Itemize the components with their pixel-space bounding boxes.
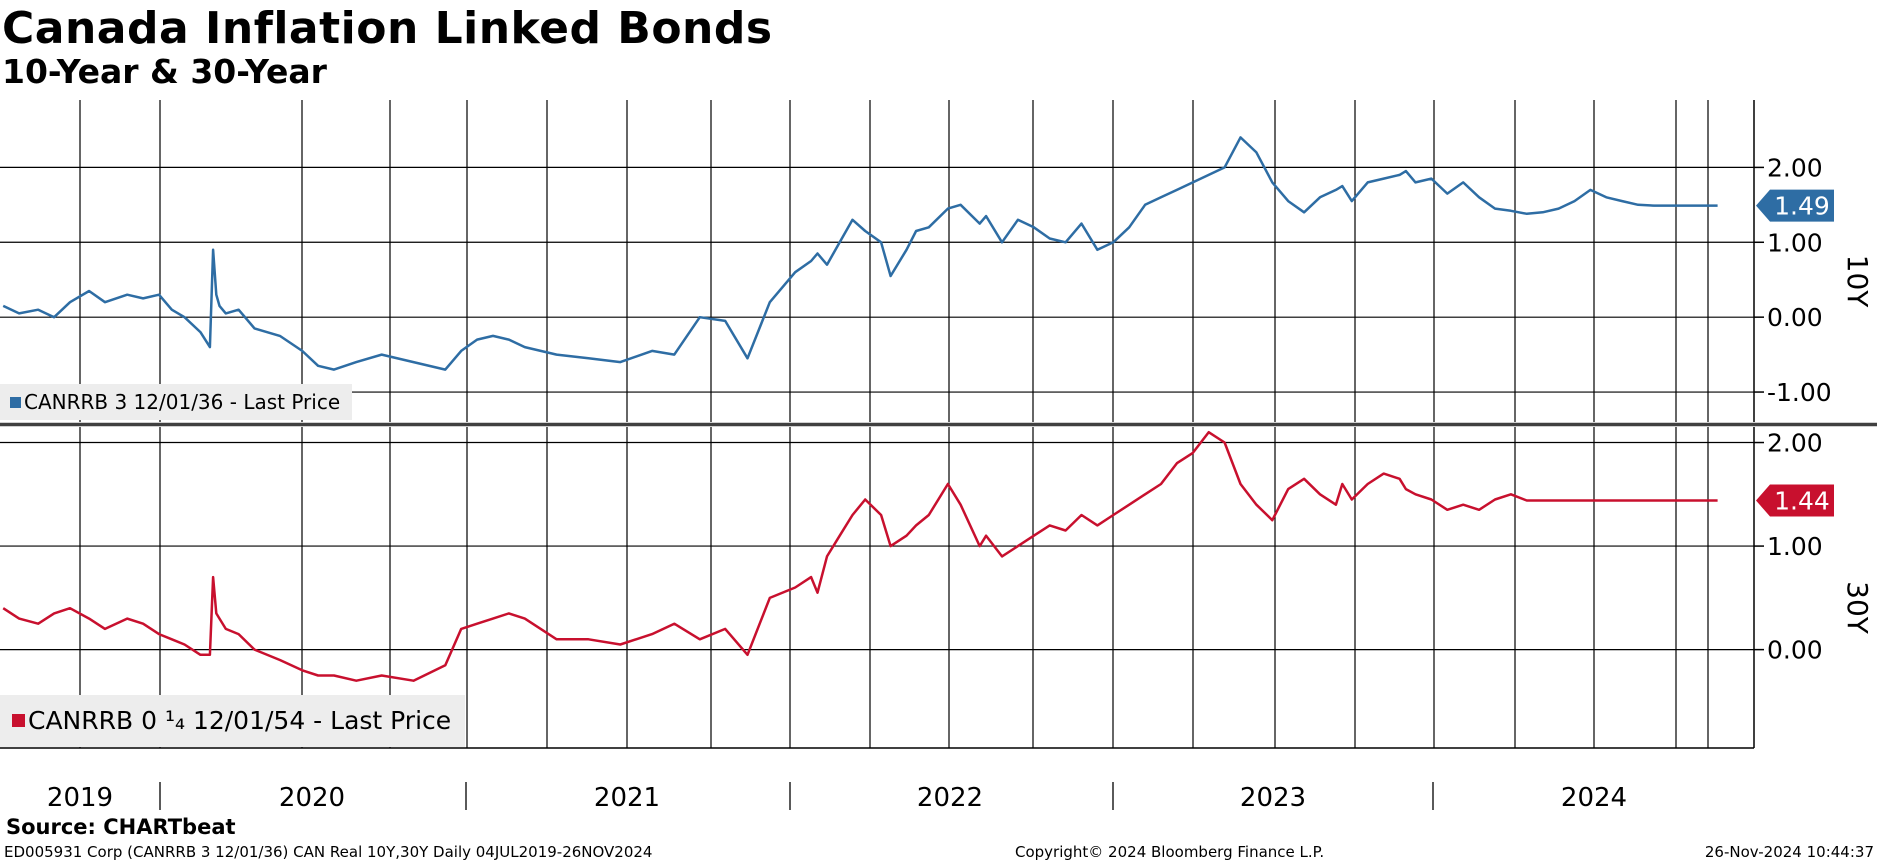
x-year-label: 2020 [279, 783, 345, 813]
last-value-tag [1756, 189, 1834, 222]
footer-security: ED005931 Corp (CANRRB 3 12/01/36) CAN Re… [4, 843, 653, 861]
x-year-label: 2021 [594, 783, 660, 813]
legend-swatch-30y [12, 713, 25, 727]
legend-10y: CANRRB 3 12/01/36 - Last Price [0, 384, 353, 420]
legend-30y: CANRRB 0 ¹₄ 12/01/54 - Last Price [0, 695, 466, 747]
x-year-label: 2019 [47, 783, 113, 813]
chart-subtitle: 10-Year & 30-Year [2, 52, 327, 91]
y-tick-label: 0.00 [1767, 636, 1823, 665]
last-value-label: 1.44 [1774, 487, 1830, 516]
legend-swatch-10y [10, 396, 21, 408]
last-value-tag [1756, 484, 1834, 517]
y-tick-label: 2.00 [1767, 153, 1823, 182]
footer-timestamp: 26-Nov-2024 10:44:37 [1704, 843, 1874, 861]
source-label: Source: CHARTbeat [6, 815, 236, 839]
y-tick-label: 1.00 [1767, 228, 1823, 257]
last-value-label: 1.49 [1774, 192, 1830, 221]
series-line-10y [2, 136, 1718, 371]
series-line-30y [2, 430, 1718, 682]
y-tick-label: -1.00 [1767, 378, 1832, 407]
y-axis-label-30y: 30Y [1841, 581, 1874, 635]
x-year-label: 2023 [1240, 783, 1306, 813]
legend-label-30y: CANRRB 0 ¹₄ 12/01/54 - Last Price [28, 706, 452, 735]
chart-title: Canada Inflation Linked Bonds [2, 3, 773, 54]
x-year-label: 2022 [917, 783, 983, 813]
footer-copyright: Copyright© 2024 Bloomberg Finance L.P. [1015, 843, 1325, 861]
x-year-label: 2024 [1561, 783, 1627, 813]
y-tick-label: 2.00 [1767, 429, 1823, 458]
y-axis-label-10y: 10Y [1841, 255, 1874, 309]
y-tick-label: 1.00 [1767, 532, 1823, 561]
legend-label-10y: CANRRB 3 12/01/36 - Last Price [24, 390, 341, 414]
y-tick-label: 0.00 [1767, 303, 1823, 332]
